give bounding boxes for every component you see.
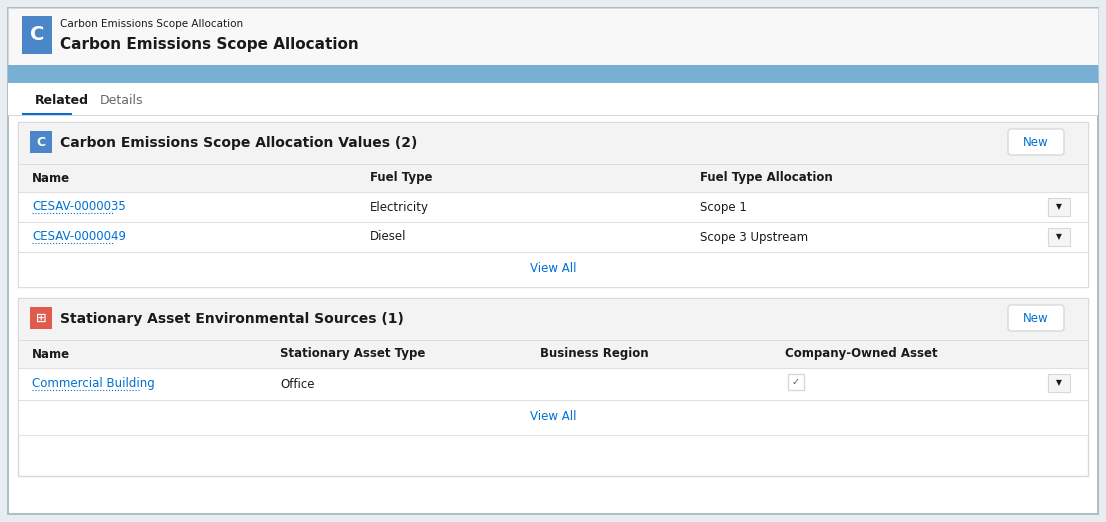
Text: CESAV-0000035: CESAV-0000035 (32, 200, 126, 213)
Text: Carbon Emissions Scope Allocation Values (2): Carbon Emissions Scope Allocation Values… (60, 136, 417, 150)
Bar (18, 122, 1088, 287)
Text: Name: Name (32, 172, 70, 184)
Text: ✓: ✓ (792, 377, 800, 387)
Text: Company-Owned Asset: Company-Owned Asset (785, 348, 938, 361)
Text: ▼: ▼ (1056, 203, 1062, 211)
Bar (18, 298, 1088, 340)
Bar (1048, 198, 1070, 216)
Bar (8, 115, 1098, 116)
Text: Office: Office (280, 377, 314, 390)
Text: New: New (1023, 312, 1048, 325)
Bar (18, 400, 1088, 435)
Text: Carbon Emissions Scope Allocation: Carbon Emissions Scope Allocation (60, 37, 358, 52)
Bar (22, 113, 72, 115)
Text: C: C (36, 136, 45, 148)
Text: Stationary Asset Environmental Sources (1): Stationary Asset Environmental Sources (… (60, 312, 404, 326)
Text: Details: Details (100, 93, 144, 106)
Text: ▼: ▼ (1056, 378, 1062, 387)
Bar (8, 8, 1098, 65)
Text: View All: View All (530, 410, 576, 423)
Text: View All: View All (530, 263, 576, 276)
Bar (8, 83, 1098, 115)
Bar (787, 374, 804, 390)
Text: Diesel: Diesel (371, 231, 407, 243)
Bar (18, 122, 1088, 164)
Text: Related: Related (35, 93, 88, 106)
Bar (18, 368, 1088, 400)
Bar (18, 298, 1088, 476)
FancyBboxPatch shape (1008, 305, 1064, 331)
Bar (8, 65, 1098, 83)
Bar (18, 340, 1088, 368)
Bar (18, 222, 1088, 252)
Text: Commercial Building: Commercial Building (32, 377, 155, 390)
Text: Scope 3 Upstream: Scope 3 Upstream (700, 231, 808, 243)
Text: Fuel Type: Fuel Type (371, 172, 432, 184)
Bar (30, 131, 52, 153)
Bar (18, 192, 1088, 222)
Text: Fuel Type Allocation: Fuel Type Allocation (700, 172, 833, 184)
Bar (1048, 228, 1070, 246)
Bar (18, 164, 1088, 192)
Text: C: C (30, 26, 44, 44)
Bar (22, 16, 52, 54)
Text: Scope 1: Scope 1 (700, 200, 747, 213)
Text: Name: Name (32, 348, 70, 361)
Text: CESAV-0000049: CESAV-0000049 (32, 231, 126, 243)
Text: ▼: ▼ (1056, 232, 1062, 242)
FancyBboxPatch shape (1008, 129, 1064, 155)
Text: ⊞: ⊞ (35, 312, 46, 325)
Bar (18, 252, 1088, 287)
Bar (1048, 374, 1070, 392)
Text: Business Region: Business Region (540, 348, 648, 361)
Text: Stationary Asset Type: Stationary Asset Type (280, 348, 426, 361)
Text: Electricity: Electricity (371, 200, 429, 213)
Text: Carbon Emissions Scope Allocation: Carbon Emissions Scope Allocation (60, 19, 243, 29)
Text: New: New (1023, 136, 1048, 148)
Bar (30, 307, 52, 329)
